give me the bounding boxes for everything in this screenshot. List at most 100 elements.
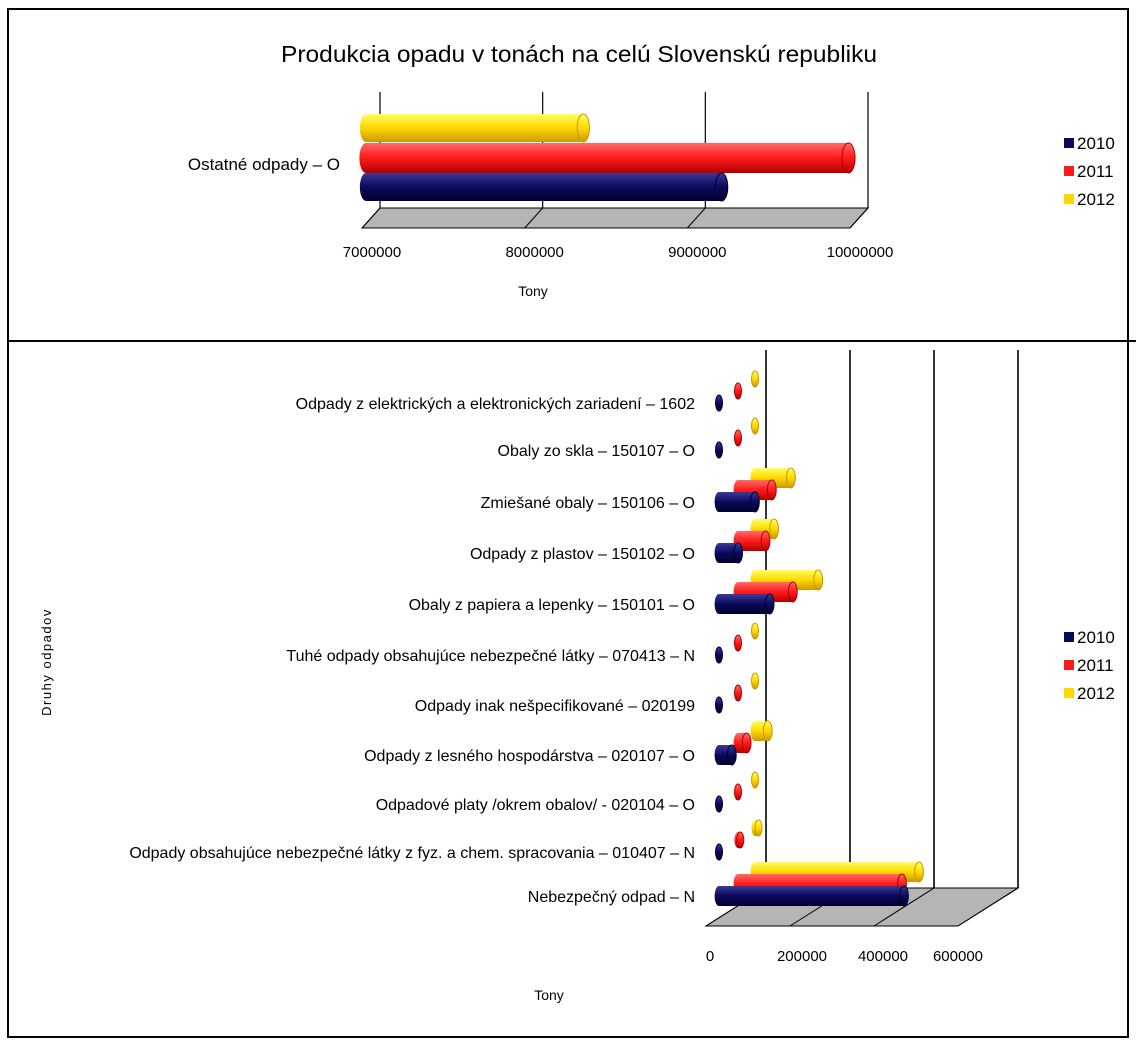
bottom-chart-bar-2011-base — [733, 733, 743, 753]
bottom-chart-bar-2010-cap — [714, 795, 724, 813]
bottom-chart-bar-2010-cap — [714, 394, 724, 412]
bottom-chart-bar-2011-cap — [733, 783, 743, 801]
bottom-chart-bar-2010-cap — [714, 696, 724, 714]
bottom-chart-bar-2012-cap — [769, 518, 779, 540]
bottom-chart-bar-2010-base — [714, 594, 724, 614]
top-chart-category-label: Ostatné odpady – O — [188, 155, 340, 174]
top-chart-legend-swatch-2011 — [1064, 166, 1074, 176]
bottom-chart-bar-2010 — [714, 795, 724, 813]
bottom-chart-bar-2010-body — [719, 492, 755, 512]
bottom-chart-tick-label: 200000 — [777, 948, 827, 965]
bottom-chart-bar-2010-cap — [726, 744, 737, 766]
bottom-chart-bar-2011-cap — [733, 634, 743, 652]
bottom-chart-bar-2012-cap — [754, 819, 763, 837]
top-chart-legend-label-2010: 2010 — [1077, 134, 1115, 153]
bottom-chart-bar-2010-cap — [733, 542, 743, 564]
bottom-chart-bar-2010 — [714, 843, 724, 861]
top-chart-title: Produkcia opadu v tonách na celú Slovens… — [281, 41, 877, 67]
bottom-chart-bar-2012-cap — [750, 672, 760, 690]
bottom-chart-bar-2010 — [714, 696, 724, 714]
bottom-chart-bar-2010-cap — [714, 441, 724, 459]
top-chart-tick-label: 9000000 — [668, 244, 726, 261]
bottom-chart-bar-2011 — [733, 429, 743, 447]
top-chart-gridline-floor — [361, 207, 381, 229]
bottom-chart-legend-swatch-2010 — [1064, 632, 1074, 642]
bottom-chart-tick-label: 400000 — [858, 948, 908, 965]
top-chart-bar-2011-body — [366, 143, 849, 173]
bottom-chart-bar-2010 — [714, 885, 909, 907]
bottom-chart-bar-2010 — [714, 441, 724, 459]
bottom-chart-y-axis-label: Druhy odpadov — [39, 608, 54, 716]
top-chart-legend-label-2011: 2011 — [1077, 162, 1114, 181]
top-chart-bar-2010-base — [359, 173, 373, 201]
bottom-chart-bar-2012-cap — [914, 861, 924, 883]
top-chart-bar-2011-base — [359, 143, 373, 173]
bottom-chart-bar-2011 — [733, 684, 743, 702]
top-chart-tick-label: 10000000 — [827, 244, 894, 261]
bottom-chart-legend-label-2010: 2010 — [1077, 628, 1115, 647]
bottom-chart-bar-2011-cap — [760, 530, 771, 552]
top-chart-bar-2010 — [359, 172, 729, 202]
bottom-chart-category-label: Odpadové platy /okrem obalov/ - 020104 –… — [376, 797, 695, 814]
top-chart-bar-2012-body — [366, 114, 584, 142]
bottom-chart-legend-label-2011: 2011 — [1077, 656, 1114, 675]
bottom-chart-bar-2011-body — [738, 531, 766, 551]
bottom-chart-bar-2011 — [734, 831, 745, 849]
bottom-chart-legend-swatch-2011 — [1064, 660, 1074, 670]
top-chart-bar-2011 — [359, 142, 856, 174]
bottom-chart-category-label: Odpady z plastov – 150102 – O — [470, 546, 695, 563]
bottom-chart-bar-2012 — [750, 622, 760, 640]
top-chart-x-axis-label: Tony — [518, 283, 548, 299]
bottom-chart-bar-2012 — [750, 370, 760, 388]
bottom-chart-bar-2012-base — [750, 721, 760, 741]
bottom-chart-bar-2011-cap — [733, 382, 743, 400]
bottom-chart-category-label: Odpady z elektrických a elektronických z… — [296, 396, 695, 413]
top-chart-legend-label-2012: 2012 — [1077, 190, 1115, 209]
bottom-chart-bar-2012-cap — [813, 569, 824, 591]
bottom-chart-x-axis-label: Tony — [534, 987, 564, 1003]
bottom-chart-bar-2012 — [751, 819, 763, 837]
bottom-chart-bar-2010 — [714, 542, 743, 564]
top-chart-tick-label: 7000000 — [343, 244, 401, 261]
bottom-chart-bar-2010 — [714, 744, 737, 766]
bottom-chart-bar-2011-cap — [733, 429, 743, 447]
bottom-chart-bar-2011 — [733, 783, 743, 801]
bottom-chart-bar-2012-cap — [786, 467, 796, 489]
bottom-chart-bar-2011 — [733, 732, 752, 754]
bottom-chart-category-label: Nebezpečný odpad – N — [528, 889, 695, 906]
bottom-chart-bar-2012-cap — [762, 720, 773, 742]
bottom-chart-bar-2010-base — [714, 745, 724, 765]
bottom-chart-bar-2010 — [714, 491, 760, 513]
bottom-chart-category-label: Zmiešané obaly – 150106 – O — [481, 495, 695, 512]
bottom-chart-bar-2011-cap — [766, 479, 777, 501]
bottom-chart-bar-2012 — [750, 771, 760, 789]
bottom-chart-bar-2011-cap — [787, 581, 798, 603]
bottom-chart-category-label: Obaly z papiera a lepenky – 150101 – O — [409, 597, 695, 614]
bottom-chart-bar-2011 — [733, 634, 743, 652]
bottom-chart-bar-2010 — [714, 646, 724, 664]
bottom-chart-bar-2010-body — [719, 886, 904, 906]
bottom-chart-bar-2010-cap — [899, 885, 909, 907]
bottom-chart-bar-2012 — [750, 417, 760, 435]
top-chart-gridline-floor — [524, 207, 544, 229]
bottom-chart-bar-2012-cap — [750, 370, 760, 388]
bottom-chart-bar-2012-cap — [750, 417, 760, 435]
bottom-chart-tick-label: 0 — [706, 948, 714, 965]
bottom-chart-bar-2011-cap — [736, 831, 745, 849]
bottom-chart-bar-2012-cap — [750, 622, 760, 640]
top-chart-tick-label: 8000000 — [505, 244, 563, 261]
top-chart-bar-2012-base — [359, 114, 373, 142]
bottom-chart-gridline-floor — [957, 887, 1019, 927]
bottom-chart-legend-swatch-2012 — [1064, 688, 1074, 698]
bottom-chart-category-label: Odpady obsahujúce nebezpečné látky z fyz… — [129, 845, 695, 862]
bottom-chart-bar-2010-cap — [750, 491, 760, 513]
bottom-chart-bar-2012 — [750, 672, 760, 690]
bottom-chart-bar-2010-cap — [764, 593, 775, 615]
top-chart-bar-2012-cap — [576, 113, 590, 143]
bottom-chart-category-label: Odpady inak nešpecifikované – 020199 — [415, 698, 695, 715]
bottom-chart-category-label: Odpady z lesného hospodárstva – 020107 –… — [364, 748, 695, 765]
bottom-chart-bar-2010-body — [719, 594, 770, 614]
bottom-chart-bar-2010-cap — [714, 646, 724, 664]
bottom-chart-bar-2011-cap — [733, 684, 743, 702]
